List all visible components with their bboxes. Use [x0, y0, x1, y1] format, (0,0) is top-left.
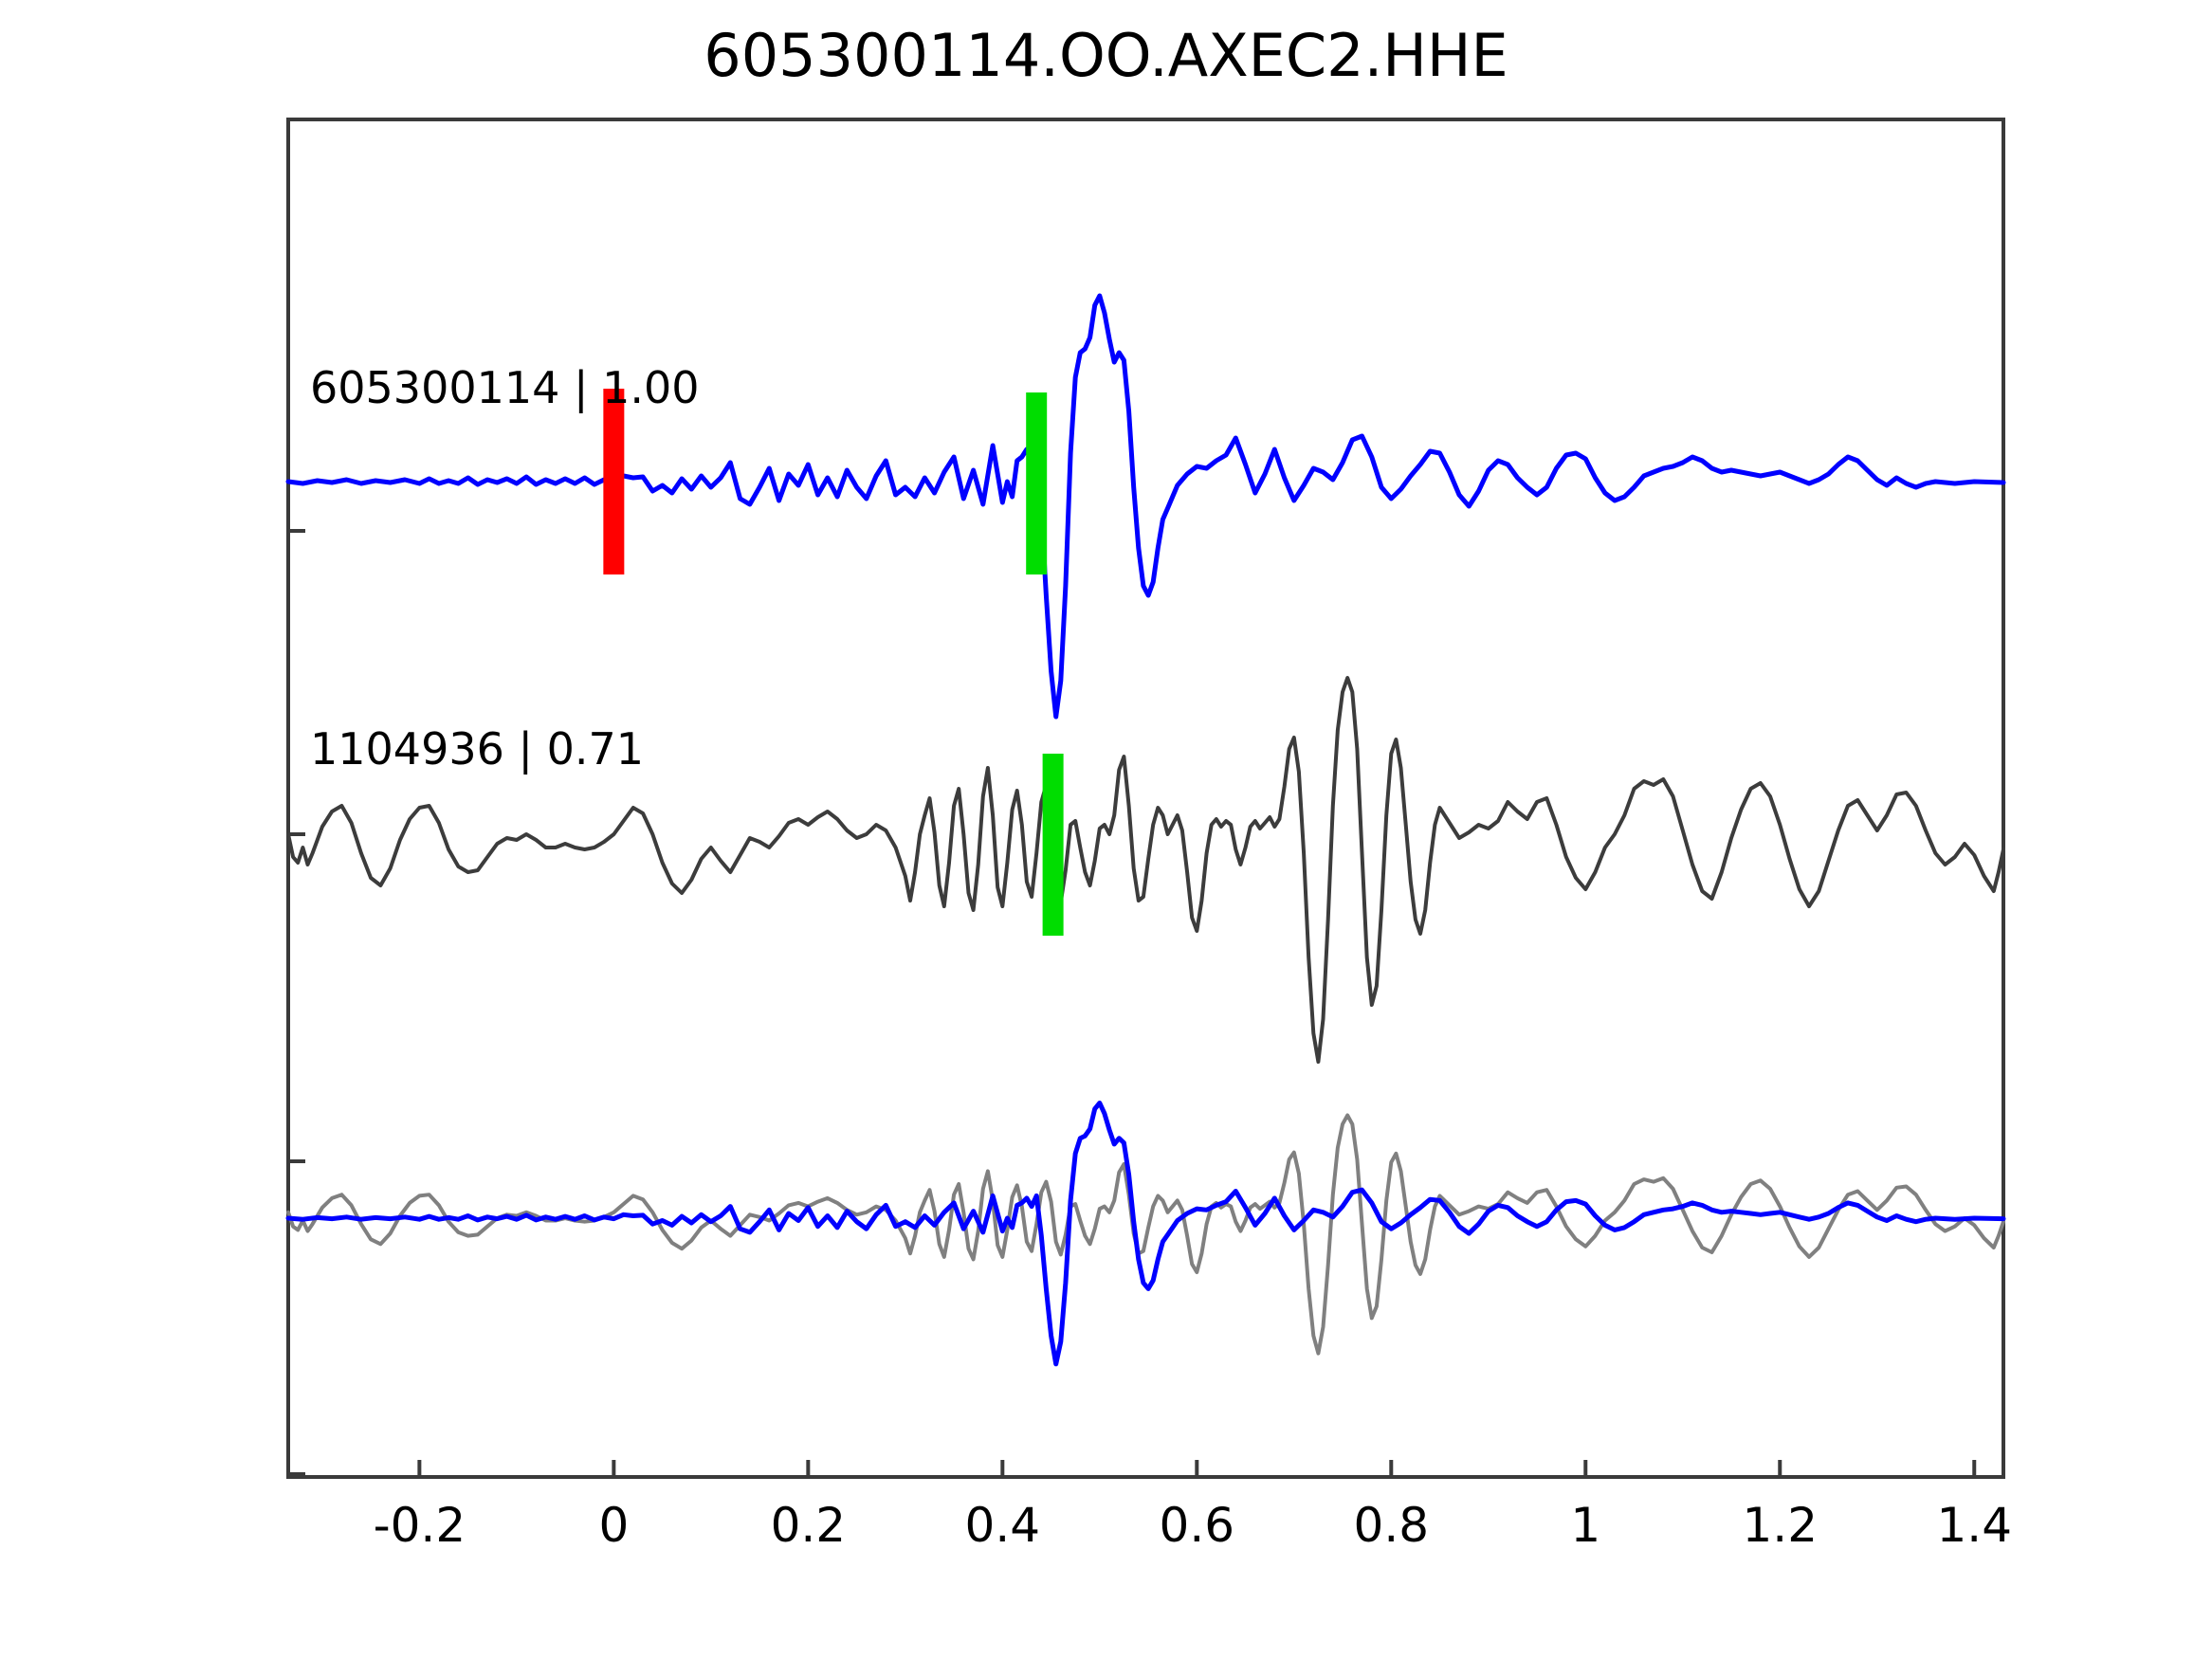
x-tick-label: 0.8 [1353, 1498, 1430, 1553]
x-tick-label: 0 [598, 1498, 630, 1553]
pick-marker-template[interactable] [1026, 392, 1048, 574]
x-tick-label: 1 [1570, 1498, 1601, 1553]
overlay-panel [285, 1101, 2006, 1367]
x-tick-label: 1.2 [1742, 1498, 1819, 1553]
origin-marker[interactable] [603, 389, 625, 574]
page-title: 605300114.OO.AXEC2.HHE [704, 21, 1508, 90]
x-tick-label: 1.4 [1936, 1498, 2013, 1553]
pick-marker-detection[interactable] [1042, 754, 1064, 936]
plot-frame [286, 118, 2005, 1479]
x-tick-label: 0.2 [770, 1498, 847, 1553]
waveform-1104936 [286, 676, 2005, 1064]
y-tick-marks [288, 529, 305, 1476]
x-tick-label: 0.6 [1159, 1498, 1235, 1553]
trace-label-template: 605300114 | 1.00 [310, 362, 700, 413]
waveform-1104936-overlay [286, 1113, 2005, 1356]
waveform-605300114 [285, 293, 2006, 720]
detection-panel [286, 676, 2005, 1064]
waveform-605300114-overlay [285, 1101, 2006, 1367]
trace-label-detection: 1104936 | 0.71 [310, 723, 645, 775]
x-tick-marks [417, 1460, 1977, 1477]
template-panel [285, 293, 2006, 720]
x-tick-label: 0.4 [964, 1498, 1041, 1553]
x-tick-label: -0.2 [373, 1498, 466, 1553]
pick-markers [603, 389, 1064, 936]
